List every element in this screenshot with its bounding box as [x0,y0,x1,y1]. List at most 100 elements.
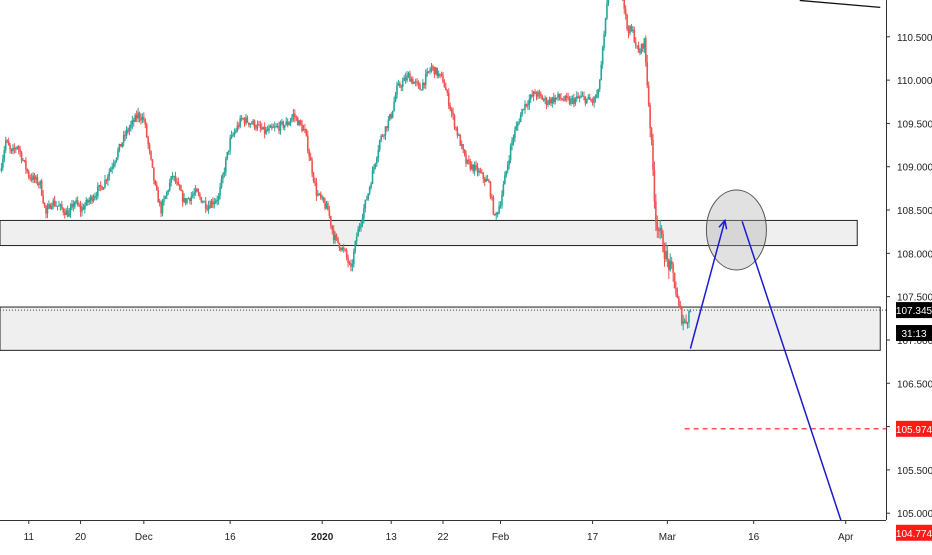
candle-body [43,202,46,206]
candle-up [413,81,416,84]
candle-up [643,37,646,54]
trend-line[interactable] [799,0,881,9]
candle-down [160,200,162,217]
candle-body [207,205,210,210]
candle-body [348,262,351,264]
candle-up [380,134,382,143]
candle-body [279,122,282,131]
projection-down-arrow[interactable] [741,221,847,536]
support-zone[interactable] [0,306,881,351]
candle-up [555,97,558,100]
candle-body [606,3,608,19]
candle-body [532,91,535,97]
candle-body [312,173,315,182]
candle-body [256,124,259,129]
candle-up [55,201,57,207]
candle-body [99,184,102,187]
candle-up [506,161,509,174]
candle-up [167,189,170,195]
candle-body [252,120,254,124]
candle-body [304,128,306,130]
candle-up [548,96,551,105]
candle-body [311,160,313,174]
candle-body [397,83,400,86]
candle-body [158,201,161,203]
candle-body [528,99,531,106]
candle-down [200,196,203,203]
candle-down [312,171,315,184]
candle-body [225,159,227,172]
candle-body [58,205,60,207]
candle-up [207,200,210,214]
candle-down [23,159,26,163]
candle-down [522,108,525,111]
candle-body [73,202,76,207]
projection-up-arrow[interactable] [689,220,726,349]
candle-body [125,129,128,136]
candle-up [363,204,365,224]
candle-down [588,93,591,100]
price-axis[interactable] [886,0,932,550]
candle-down [79,200,82,217]
candle-down [78,202,80,207]
candle-up [371,166,374,185]
candle-body [493,214,496,216]
candle-body [508,160,510,165]
candle-up [32,172,34,184]
candle-down [9,143,11,154]
candle-down [560,92,562,102]
candle-down [135,110,138,122]
candle-body [291,116,293,121]
candle-body [97,186,99,196]
candle-body [22,160,24,162]
target-price-tag [896,524,932,541]
candle-body [501,194,503,206]
candle-body [273,126,276,128]
candle-up [368,185,371,196]
candle-body [558,93,561,98]
candle-body [422,82,424,90]
candle-body [2,158,4,168]
candle-up [607,0,610,7]
candle-body [424,73,427,85]
candle-body [315,182,318,196]
candle-body [153,167,155,181]
candle-body [361,218,364,224]
support-zone[interactable] [0,219,858,247]
candle-up [121,142,124,148]
candle-down [627,25,630,39]
candle-down [419,82,421,91]
candle-body [33,175,36,180]
candle-down [176,177,178,186]
candle-down [174,171,177,185]
candle-body [432,66,434,68]
candle-up [166,190,168,200]
candle-body [685,320,687,324]
candle-up [321,194,323,201]
candle-up [532,90,535,102]
candle-body [78,204,80,206]
candle-down [204,196,207,213]
candle-body [30,177,33,180]
candle-body [552,97,555,103]
current-price-tag-text: 107.345 [896,306,932,317]
candle-body [571,98,574,100]
candle-body [50,205,53,209]
candle-up [114,160,116,168]
candle-body [522,109,525,111]
candle-up [220,175,223,189]
candle-body [71,203,73,208]
candle-down [327,200,329,211]
candle-body [686,322,689,324]
candle-body [688,311,690,323]
time-axis[interactable] [0,520,932,550]
candle-body [472,164,475,172]
candle-down [344,248,346,252]
candle-down [534,89,536,95]
candle-body [376,157,378,164]
candle-body [409,73,411,82]
candle-up [115,157,118,163]
